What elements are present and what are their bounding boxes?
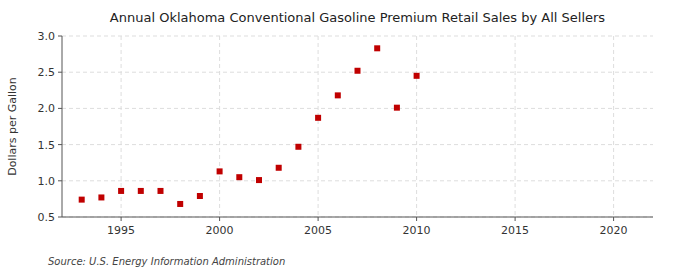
- y-tick: [58, 72, 62, 73]
- y-axis-label: Dollars per Gallon: [6, 77, 19, 176]
- x-tick-label: 2020: [600, 224, 628, 237]
- grid-line-x: [219, 36, 220, 217]
- point: [138, 188, 144, 194]
- grid-line-y: [62, 180, 653, 181]
- grid-line-x: [613, 36, 614, 217]
- x-tick-label: 2015: [501, 224, 529, 237]
- point: [256, 177, 262, 183]
- title: Annual Oklahoma Conventional Gasoline Pr…: [110, 10, 606, 25]
- x-tick: [121, 217, 122, 221]
- y-axis-line: [62, 36, 63, 217]
- grid-line-y: [62, 36, 653, 37]
- x-tick: [515, 217, 516, 221]
- point: [177, 201, 183, 207]
- grid: [62, 36, 653, 217]
- point: [118, 188, 124, 194]
- y-tick: [58, 108, 62, 109]
- point: [355, 68, 361, 74]
- x-tick-label: 2000: [206, 224, 234, 237]
- point: [79, 197, 85, 203]
- y-tick-label: 1.5: [38, 139, 56, 152]
- y-tick-label: 2.5: [38, 66, 56, 79]
- x-axis-line: [62, 217, 653, 218]
- point: [414, 73, 420, 79]
- y-tick-label: 1.0: [38, 175, 56, 188]
- y-tick-label: 3.0: [38, 30, 56, 43]
- x-tick-label: 2005: [304, 224, 332, 237]
- point: [394, 105, 400, 111]
- grid-line-y: [62, 217, 653, 218]
- y-tick: [58, 36, 62, 37]
- point: [98, 194, 104, 200]
- x-tick-label: 2010: [403, 224, 431, 237]
- points: [79, 45, 420, 207]
- grid-line-y: [62, 108, 653, 109]
- background: [0, 0, 675, 275]
- point: [236, 174, 242, 180]
- grid-line-x: [318, 36, 319, 217]
- x-tick: [318, 217, 319, 221]
- y-tick-label: 0.5: [38, 211, 56, 224]
- ticks: 1995 2000 2005 2010 2015 2020 0.5 1.0 1.5 2.0 2.5 3…: [38, 30, 628, 237]
- point: [217, 168, 223, 174]
- point: [197, 193, 203, 199]
- x-tick-label: 1995: [107, 224, 135, 237]
- grid-line-x: [515, 36, 516, 217]
- y-tick: [58, 217, 62, 218]
- point: [335, 92, 341, 98]
- source-note: Source: U.S. Energy Information Administ…: [48, 256, 285, 267]
- grid-line-y: [62, 144, 653, 145]
- point: [158, 188, 164, 194]
- x-tick: [219, 217, 220, 221]
- grid-line-x: [416, 36, 417, 217]
- point: [295, 144, 301, 150]
- point: [374, 45, 380, 51]
- x-tick: [613, 217, 614, 221]
- x-tick: [416, 217, 417, 221]
- y-tick: [58, 180, 62, 181]
- y-tick: [58, 144, 62, 145]
- y-tick-label: 2.0: [38, 102, 56, 115]
- chart: 1995 2000 2005 2010 2015 2020 0.5 1.0 1.5 2.0 2.5 3…: [0, 0, 675, 275]
- point: [315, 115, 321, 121]
- point: [276, 165, 282, 171]
